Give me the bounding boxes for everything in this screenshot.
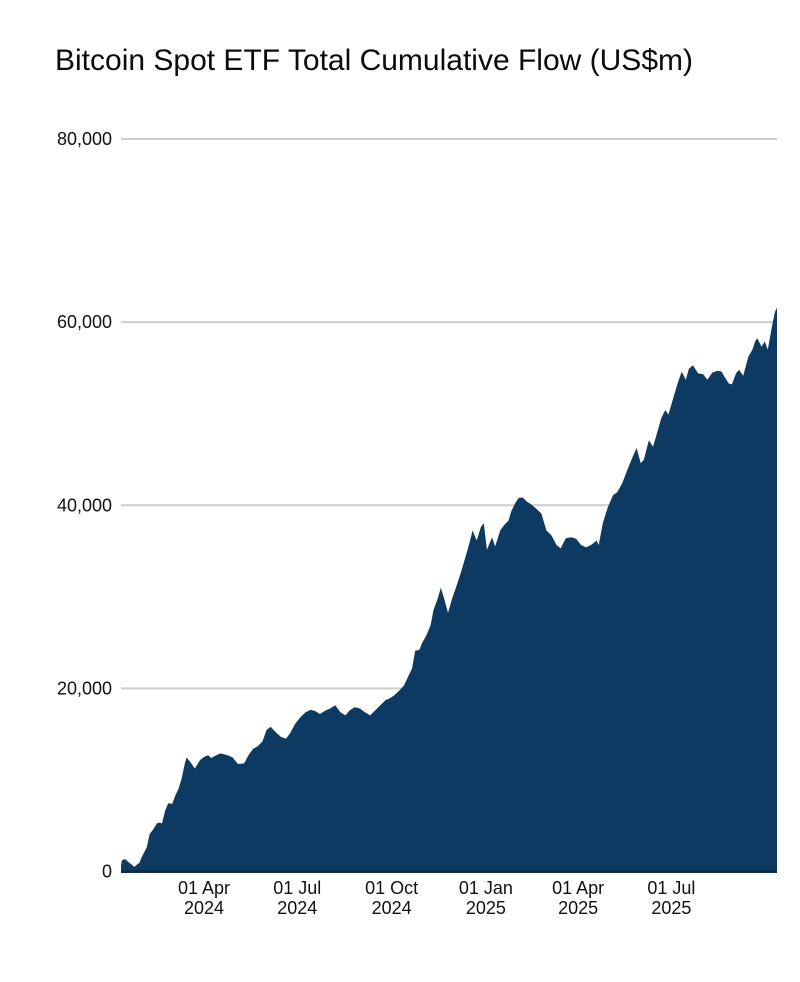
x-tick-label: 01 Oct <box>365 878 418 898</box>
x-tick-label-year: 2025 <box>466 898 506 918</box>
x-tick-label: 01 Jul <box>273 878 321 898</box>
y-tick-label: 60,000 <box>57 312 112 332</box>
x-tick-label-year: 2024 <box>184 898 224 918</box>
x-tick-label-year: 2025 <box>651 898 691 918</box>
x-tick-label: 01 Jul <box>647 878 695 898</box>
area-series <box>121 307 777 872</box>
x-tick-label: 01 Apr <box>552 878 604 898</box>
x-tick-label: 01 Apr <box>178 878 230 898</box>
y-tick-label: 0 <box>102 862 112 882</box>
y-tick-label: 40,000 <box>57 495 112 515</box>
y-tick-label: 80,000 <box>57 129 112 149</box>
chart-title: Bitcoin Spot ETF Total Cumulative Flow (… <box>55 44 693 77</box>
x-tick-label-year: 2024 <box>372 898 412 918</box>
y-tick-label: 20,000 <box>57 678 112 698</box>
x-tick-label-year: 2025 <box>558 898 598 918</box>
x-tick-label-year: 2024 <box>277 898 317 918</box>
x-tick-label: 01 Jan <box>459 878 513 898</box>
